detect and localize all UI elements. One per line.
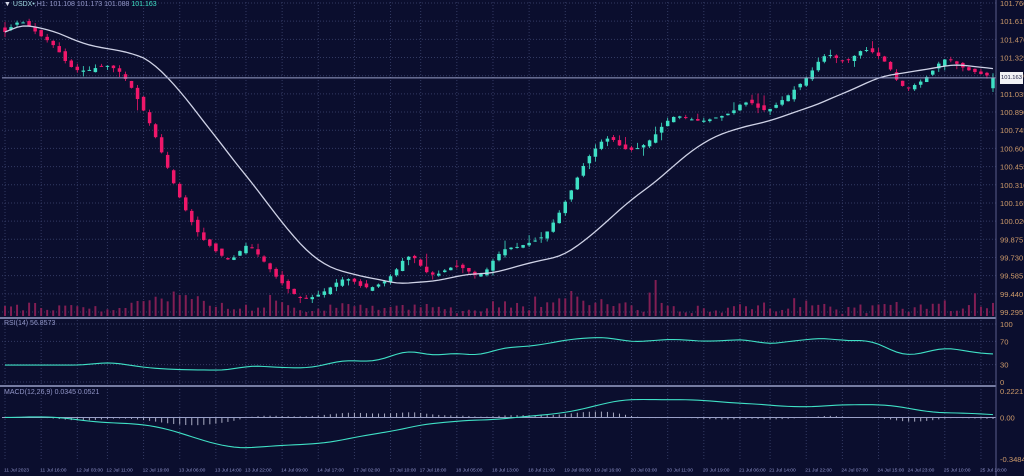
svg-text:30: 30 [1000, 361, 1008, 370]
svg-text:12 Jul 11:00: 12 Jul 11:00 [106, 467, 133, 473]
svg-text:20 Jul 19:00: 20 Jul 19:00 [703, 467, 730, 473]
svg-text:99.875: 99.875 [1000, 235, 1023, 244]
svg-text:17 Jul 18:00: 17 Jul 18:00 [420, 467, 447, 473]
svg-text:100.455: 100.455 [1000, 163, 1024, 172]
svg-text:20 Jul 11:00: 20 Jul 11:00 [667, 467, 694, 473]
svg-text:21 Jul 22:00: 21 Jul 22:00 [805, 467, 832, 473]
svg-text:24 Jul 07:00: 24 Jul 07:00 [841, 467, 868, 473]
svg-text:99.730: 99.730 [1000, 253, 1023, 262]
svg-text:100.600: 100.600 [1000, 144, 1024, 153]
svg-text:18 Jul 21:00: 18 Jul 21:00 [528, 467, 555, 473]
svg-text:24 Jul 23:00: 24 Jul 23:00 [908, 467, 935, 473]
svg-text:17 Jul 10:00: 17 Jul 10:00 [390, 467, 417, 473]
svg-text:21 Jul 06:00: 21 Jul 06:00 [739, 467, 766, 473]
svg-text:0.2221: 0.2221 [1000, 387, 1023, 396]
svg-text:19 Jul 16:00: 19 Jul 16:00 [594, 467, 621, 473]
svg-text:100.310: 100.310 [1000, 181, 1024, 190]
svg-text:12 Jul 19:00: 12 Jul 19:00 [143, 467, 170, 473]
svg-text:20 Jul 03:00: 20 Jul 03:00 [631, 467, 658, 473]
svg-text:101.325: 101.325 [1000, 54, 1024, 63]
svg-text:13 Jul 06:00: 13 Jul 06:00 [179, 467, 206, 473]
svg-text:19 Jul 08:00: 19 Jul 08:00 [564, 467, 591, 473]
svg-text:0.00: 0.00 [1000, 413, 1015, 422]
svg-text:101.760: 101.760 [1000, 0, 1024, 8]
svg-text:17 Jul 02:00: 17 Jul 02:00 [353, 467, 380, 473]
svg-text:14 Jul 09:00: 14 Jul 09:00 [281, 467, 308, 473]
svg-text:99.440: 99.440 [1000, 290, 1023, 299]
svg-text:25 Jul 10:00: 25 Jul 10:00 [944, 467, 971, 473]
svg-text:101.035: 101.035 [1000, 90, 1024, 99]
svg-text:11 Jul 2023: 11 Jul 2023 [4, 467, 29, 473]
svg-text:21 Jul 14:00: 21 Jul 14:00 [769, 467, 796, 473]
svg-text:18 Jul 05:00: 18 Jul 05:00 [456, 467, 483, 473]
svg-text:0: 0 [1000, 378, 1004, 387]
svg-text:18 Jul 13:00: 18 Jul 13:00 [492, 467, 519, 473]
svg-text:100.020: 100.020 [1000, 217, 1024, 226]
svg-text:-0.3484: -0.3484 [1000, 455, 1024, 464]
svg-text:14 Jul 17:00: 14 Jul 17:00 [317, 467, 344, 473]
svg-text:13 Jul 22:00: 13 Jul 22:00 [245, 467, 272, 473]
svg-text:70: 70 [1000, 337, 1008, 346]
svg-text:101.470: 101.470 [1000, 35, 1024, 44]
svg-text:101.615: 101.615 [1000, 17, 1024, 26]
svg-text:100.165: 100.165 [1000, 199, 1024, 208]
svg-text:99.585: 99.585 [1000, 272, 1023, 281]
svg-text:99.295: 99.295 [1000, 308, 1023, 317]
svg-text:13 Jul 14:00: 13 Jul 14:00 [215, 467, 242, 473]
svg-text:25 Jul 18:00: 25 Jul 18:00 [980, 467, 1007, 473]
svg-text:12 Jul 03:00: 12 Jul 03:00 [76, 467, 103, 473]
svg-text:100.745: 100.745 [1000, 126, 1024, 135]
svg-text:100: 100 [1000, 320, 1013, 329]
svg-text:24 Jul 15:00: 24 Jul 15:00 [878, 467, 905, 473]
svg-text:11 Jul 16:00: 11 Jul 16:00 [40, 467, 67, 473]
svg-text:100.890: 100.890 [1000, 108, 1024, 117]
